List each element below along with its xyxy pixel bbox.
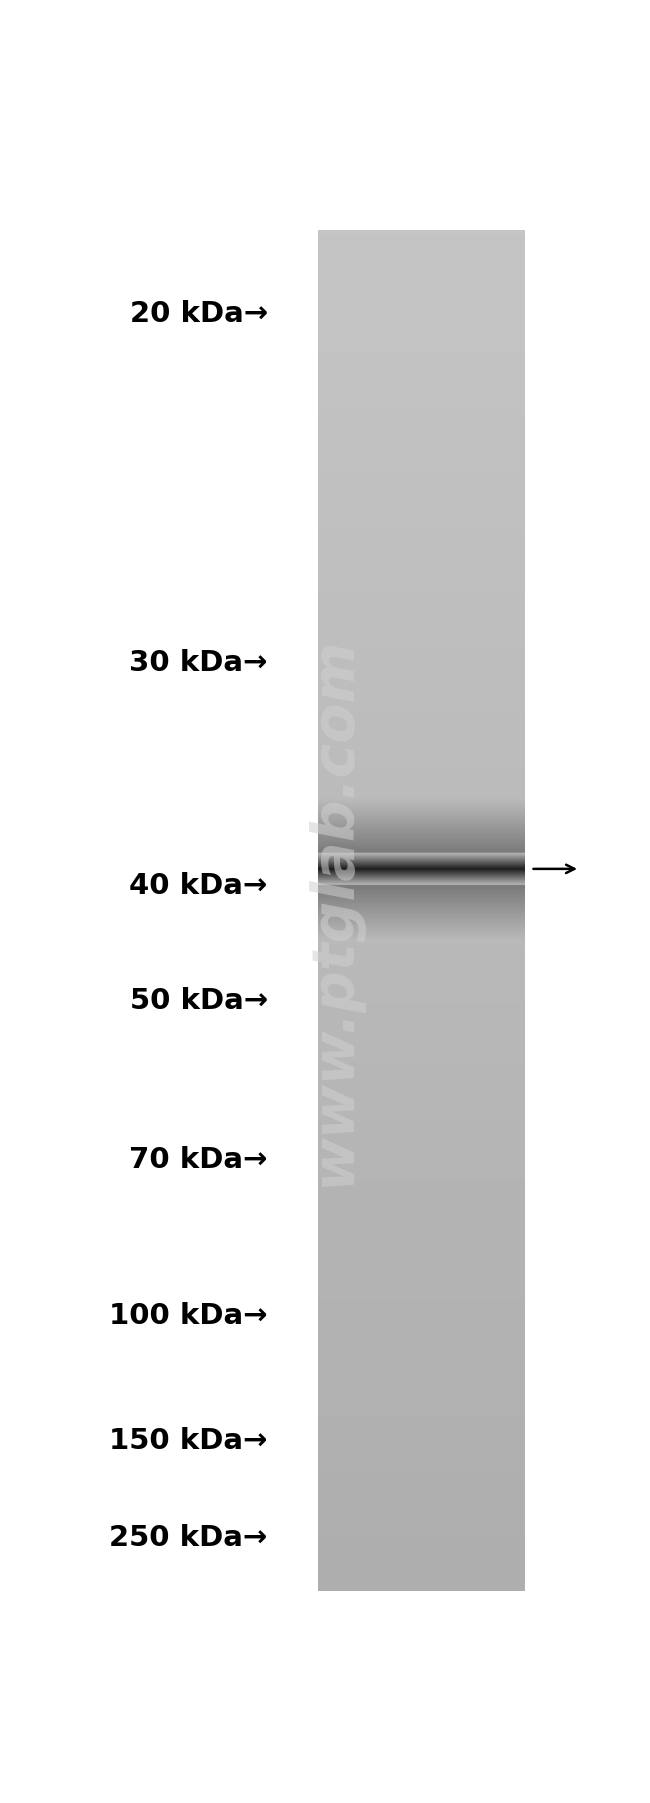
- Text: 50 kDa→: 50 kDa→: [129, 986, 268, 1015]
- Text: www.ptglab.com: www.ptglab.com: [305, 635, 361, 1186]
- Text: 100 kDa→: 100 kDa→: [109, 1302, 268, 1331]
- Text: 40 kDa→: 40 kDa→: [129, 871, 268, 900]
- Text: 30 kDa→: 30 kDa→: [129, 649, 268, 678]
- Text: 20 kDa→: 20 kDa→: [129, 299, 268, 328]
- Text: 70 kDa→: 70 kDa→: [129, 1147, 268, 1174]
- Text: 250 kDa→: 250 kDa→: [109, 1524, 268, 1552]
- Text: 150 kDa→: 150 kDa→: [109, 1426, 268, 1455]
